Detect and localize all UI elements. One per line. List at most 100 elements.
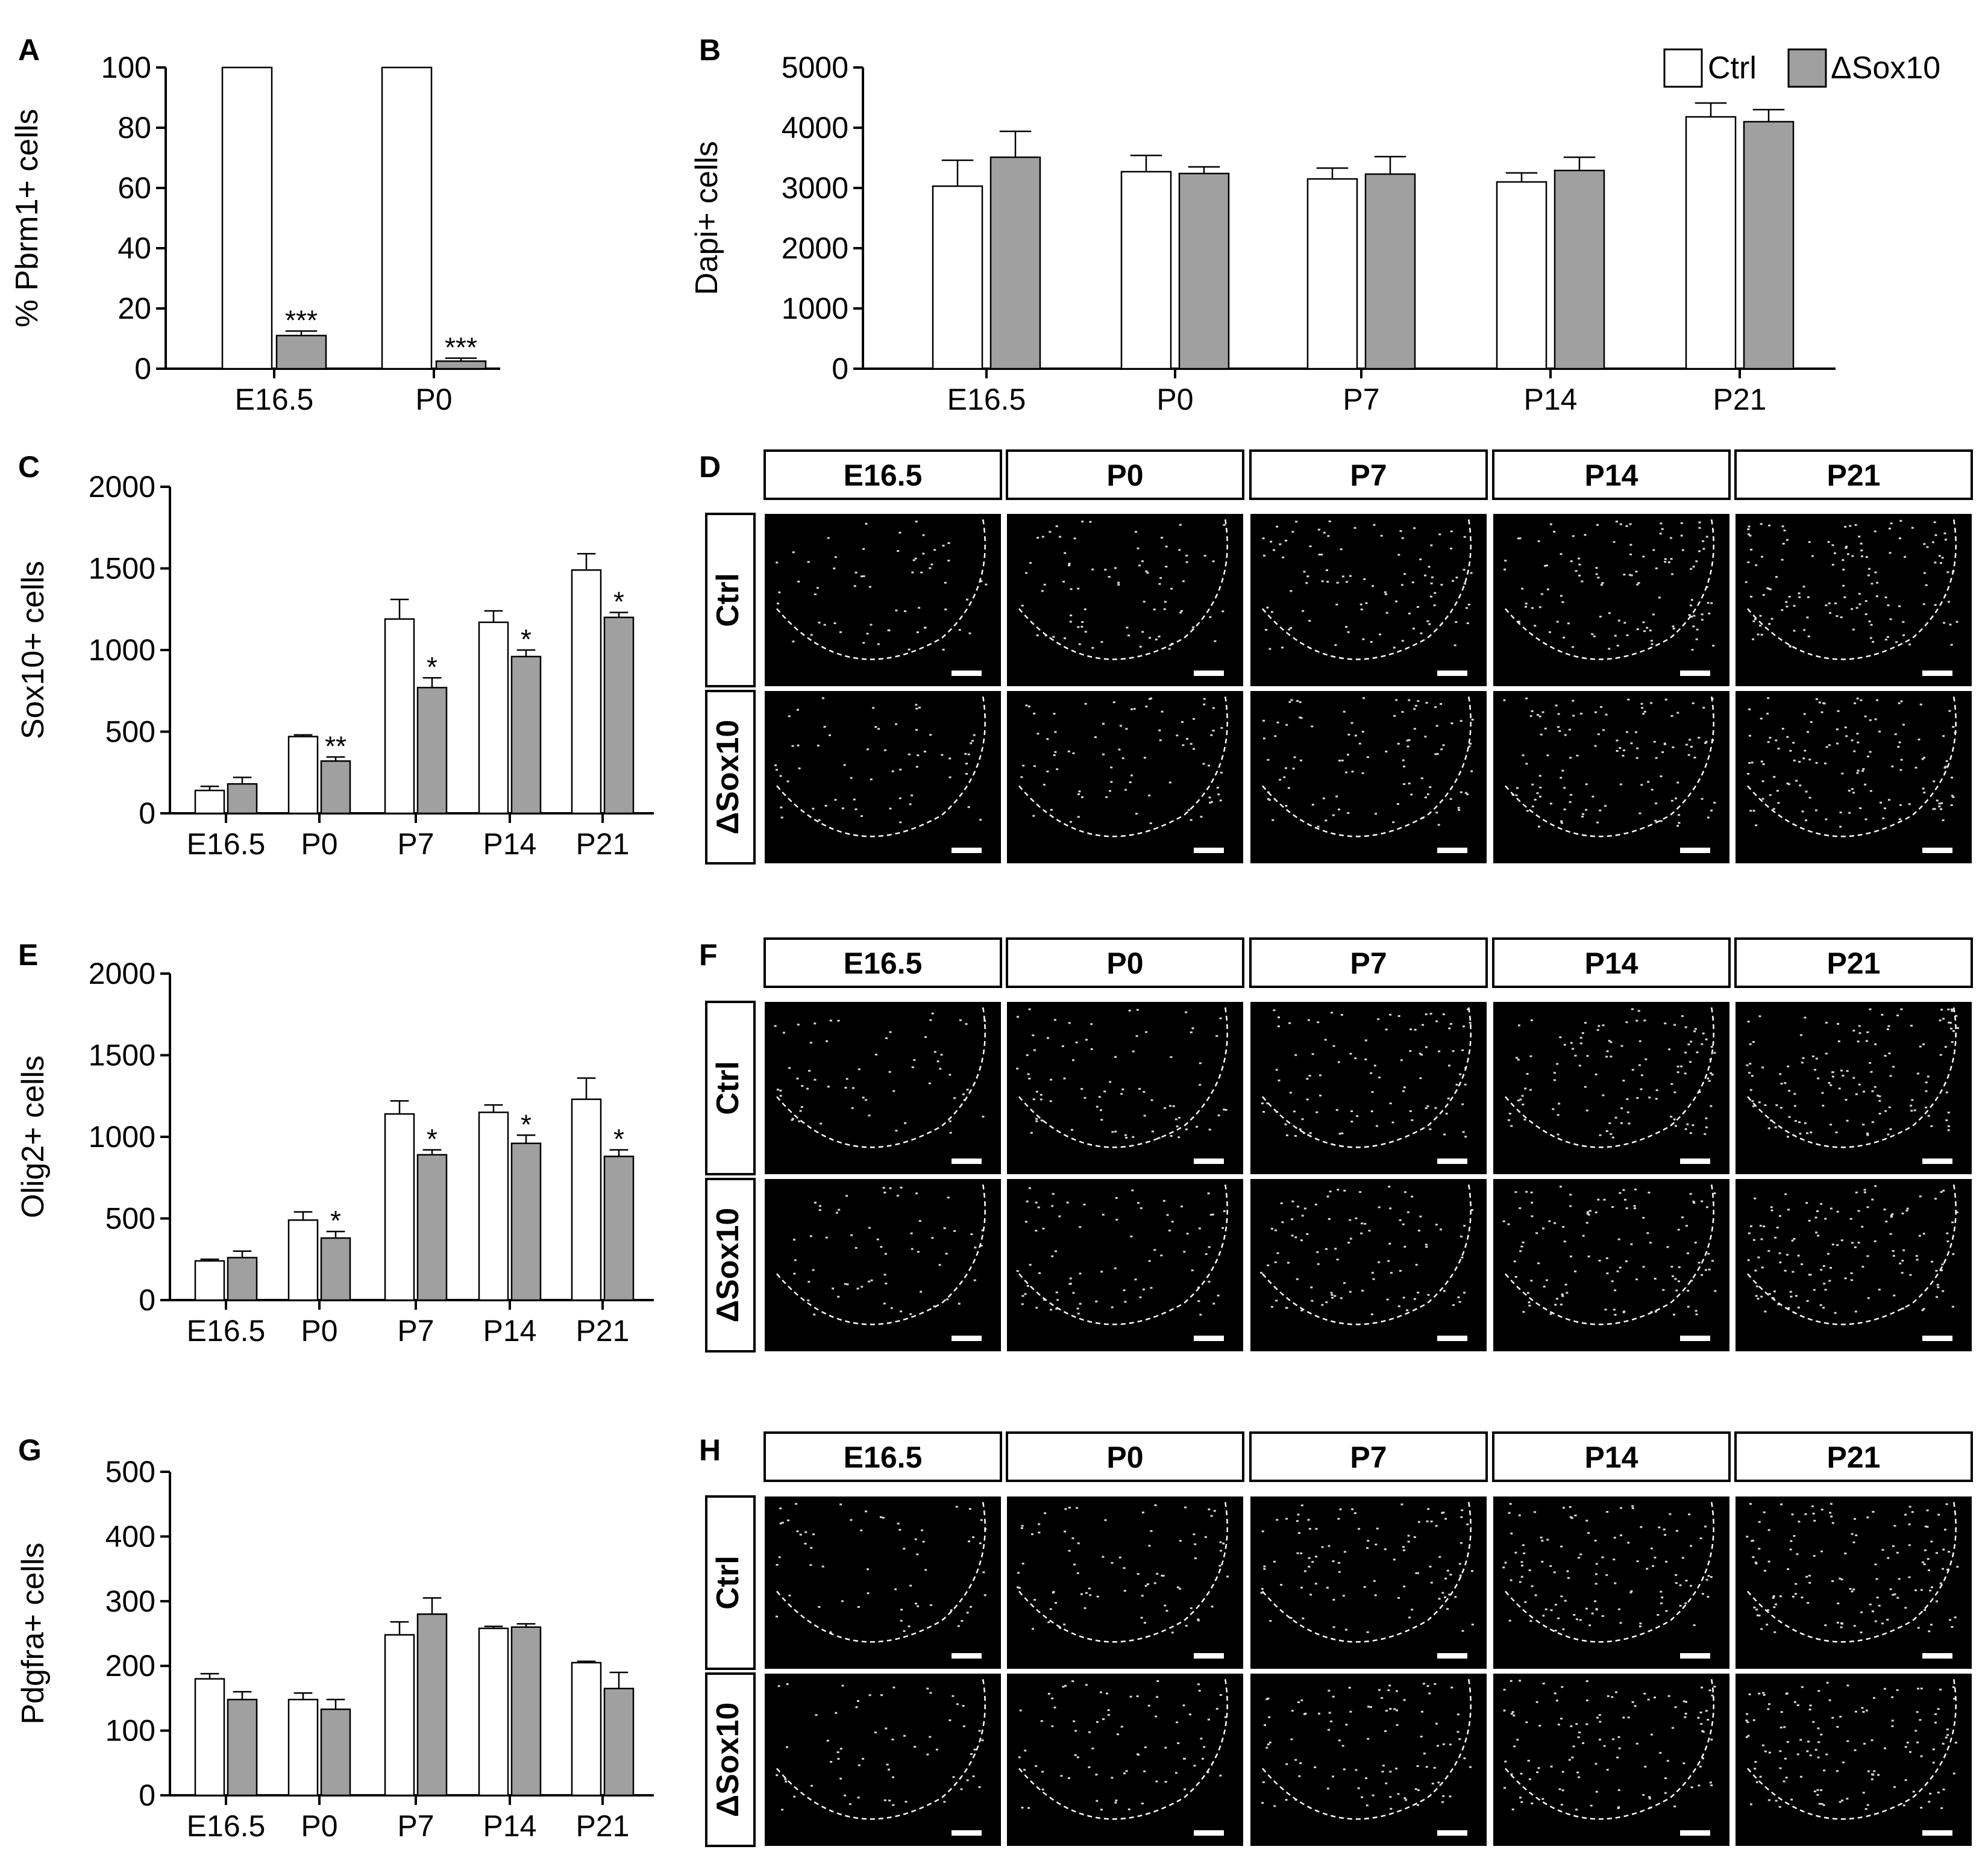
y-tick-label: 4000 <box>782 111 848 145</box>
scale-bar <box>952 1336 982 1341</box>
micrograph-d-sox10-e16-5 <box>765 691 1001 863</box>
micrograph-h-ctrl-p0 <box>1007 1496 1243 1669</box>
micrograph-d-ctrl-p14 <box>1493 514 1729 686</box>
micrograph-background <box>765 1002 1001 1174</box>
column-header-box <box>1006 937 1244 988</box>
row-label-box <box>705 1672 756 1847</box>
micrograph-h-sox10-e16-5 <box>765 1674 1001 1846</box>
tissue-boundary <box>1262 1006 1472 1148</box>
column-header-label: P7 <box>1350 1440 1387 1474</box>
row-label-ctrl: Ctrl <box>710 1556 745 1610</box>
micrograph-f-sox10-e16-5 <box>765 1179 1001 1351</box>
bar-ctrl-p14 <box>478 621 509 815</box>
legend-swatch-sox10 <box>1787 48 1827 88</box>
column-header-box <box>1734 1431 1973 1482</box>
micrograph-background <box>1250 1674 1487 1846</box>
micrograph-f-ctrl-p7 <box>1250 1002 1487 1174</box>
column-header-label: P21 <box>1827 1440 1881 1474</box>
column-header-box <box>1492 449 1731 500</box>
tissue-boundary <box>1018 1501 1228 1643</box>
significance-mark: * <box>521 1109 531 1140</box>
micrograph-h-sox10-p7 <box>1250 1674 1487 1846</box>
tissue-boundary <box>1505 1501 1714 1643</box>
scale-bar <box>1194 1653 1224 1659</box>
panel-letter-f: F <box>699 938 718 972</box>
micrograph-background <box>1007 1179 1243 1351</box>
bar-sox10-p7 <box>416 687 448 815</box>
micrograph-d-ctrl-e16-5 <box>765 514 1001 686</box>
scale-bar <box>1437 1159 1467 1164</box>
micrograph-background <box>1736 1674 1972 1846</box>
column-header-label: P14 <box>1585 458 1638 492</box>
y-tick-label: 5000 <box>782 51 848 84</box>
y-axis-title: % Pbrm1+ cells <box>10 109 45 328</box>
micrograph-background <box>1250 691 1487 863</box>
scale-bar <box>952 848 982 853</box>
tissue-boundary <box>776 518 986 660</box>
micrograph-background <box>1736 691 1972 863</box>
y-tick-label: 2000 <box>782 231 848 265</box>
cell-signal <box>1261 1683 1472 1810</box>
significance-mark: *** <box>285 305 318 336</box>
bar-ctrl-e16-5 <box>932 185 983 370</box>
x-tick-label: P7 <box>397 1314 434 1348</box>
x-tick-label: E16.5 <box>187 1314 266 1348</box>
x-tick-label: P0 <box>301 1809 337 1843</box>
chart-panel-a: A 0 20 40 60 80 100 % Pbrm1+ cells E16.5 *** P0 *** <box>10 33 500 416</box>
micrograph-f-ctrl-p14 <box>1493 1002 1729 1174</box>
column-header-box <box>1249 937 1488 988</box>
x-tick-label: E16.5 <box>947 383 1026 416</box>
scale-bar <box>1680 1336 1710 1341</box>
tissue-boundary <box>1018 518 1228 660</box>
scale-bar <box>1194 848 1224 853</box>
bar-ctrl-p7 <box>384 618 415 815</box>
tissue-boundary <box>1505 1006 1714 1148</box>
y-tick-label: 3000 <box>782 171 848 205</box>
bar-sox10-p21 <box>603 1156 635 1301</box>
micrograph-h-sox10-p0 <box>1007 1674 1243 1846</box>
bar-ctrl-p21 <box>571 569 602 815</box>
tissue-boundary <box>1505 1183 1714 1325</box>
scale-bar <box>1680 671 1710 676</box>
scale-bar <box>1437 671 1467 676</box>
y-tick-label: 0 <box>139 1283 155 1317</box>
x-tick-label: P14 <box>483 827 537 861</box>
y-tick-label: 60 <box>118 171 151 205</box>
bar-sox10-p7 <box>1364 173 1416 370</box>
tissue-boundary <box>1747 1678 1957 1820</box>
y-tick-label: 200 <box>105 1649 155 1683</box>
row-label-ctrl: Ctrl <box>710 1061 745 1115</box>
bar-sox10-e16-5 <box>989 156 1041 370</box>
tissue-boundary <box>1018 1006 1228 1148</box>
bar-sox10-p7 <box>416 1613 448 1797</box>
column-header-box <box>764 937 1002 988</box>
y-tick-label: 0 <box>139 796 155 830</box>
y-axis-title: Dapi+ cells <box>689 141 724 295</box>
bar-sox10-p7 <box>416 1154 448 1301</box>
micrograph-d-sox10-p14 <box>1493 691 1729 863</box>
micrograph-background <box>1007 1674 1243 1846</box>
bar-sox10-p0 <box>320 1708 351 1797</box>
tissue-boundary <box>776 1006 986 1148</box>
micrograph-h-sox10-p21 <box>1736 1674 1972 1846</box>
column-header-box <box>1734 449 1973 500</box>
bar-sox10-p21 <box>603 616 635 815</box>
bar-sox10-p0 <box>435 360 487 370</box>
x-tick-label: P14 <box>1524 383 1578 416</box>
tissue-boundary <box>1747 1006 1957 1148</box>
cell-signal <box>1016 1187 1226 1316</box>
column-header-box <box>1492 937 1731 988</box>
legend-swatch-ctrl <box>1663 48 1703 88</box>
micrograph-background <box>1736 1002 1972 1174</box>
column-header-label: P0 <box>1106 946 1143 980</box>
tissue-boundary <box>776 695 986 837</box>
micrograph-h-sox10-p14 <box>1493 1674 1729 1846</box>
bar-sox10-p0 <box>320 760 351 815</box>
scale-bar <box>1437 1336 1467 1341</box>
column-header-box <box>764 1431 1002 1482</box>
x-tick-label: P14 <box>483 1809 537 1843</box>
bar-ctrl-e16-5 <box>194 1678 225 1797</box>
bar-ctrl-p0 <box>381 66 433 370</box>
row-label-sox10: ΔSox10 <box>710 1703 745 1818</box>
legend-label-sox10: ΔSox10 <box>1831 51 1940 86</box>
